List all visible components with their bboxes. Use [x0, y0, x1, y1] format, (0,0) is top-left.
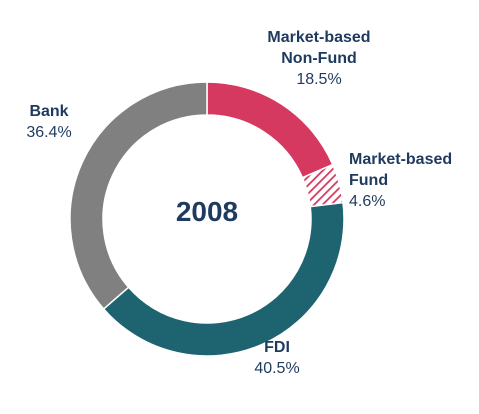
slice-label-market-based-fund-line-2: Fund — [349, 172, 388, 189]
slice-market-based-non-fund — [206, 81, 334, 179]
slice-label-bank-line-1: Bank — [29, 103, 68, 120]
labels-group: Market-based Non-Fund 18.5% Market-based Fun… — [26, 29, 452, 377]
slice-value-fdi: 40.5% — [254, 360, 299, 377]
slices-group — [69, 81, 345, 357]
center-year-label: 2008 — [176, 196, 238, 227]
slice-value-market-based-non-fund: 18.5% — [296, 71, 341, 88]
slice-label-fdi-line-1: FDI — [264, 339, 290, 356]
slice-label-market-based-fund-line-1: Market-based — [349, 151, 452, 168]
slice-label-market-based-non-fund-line-2: Non-Fund — [281, 50, 357, 67]
slice-bank — [69, 81, 208, 311]
slice-value-market-based-fund: 4.6% — [349, 193, 385, 210]
slice-label-market-based-non-fund-line-1: Market-based — [267, 29, 370, 46]
slice-value-bank: 36.4% — [26, 124, 71, 141]
